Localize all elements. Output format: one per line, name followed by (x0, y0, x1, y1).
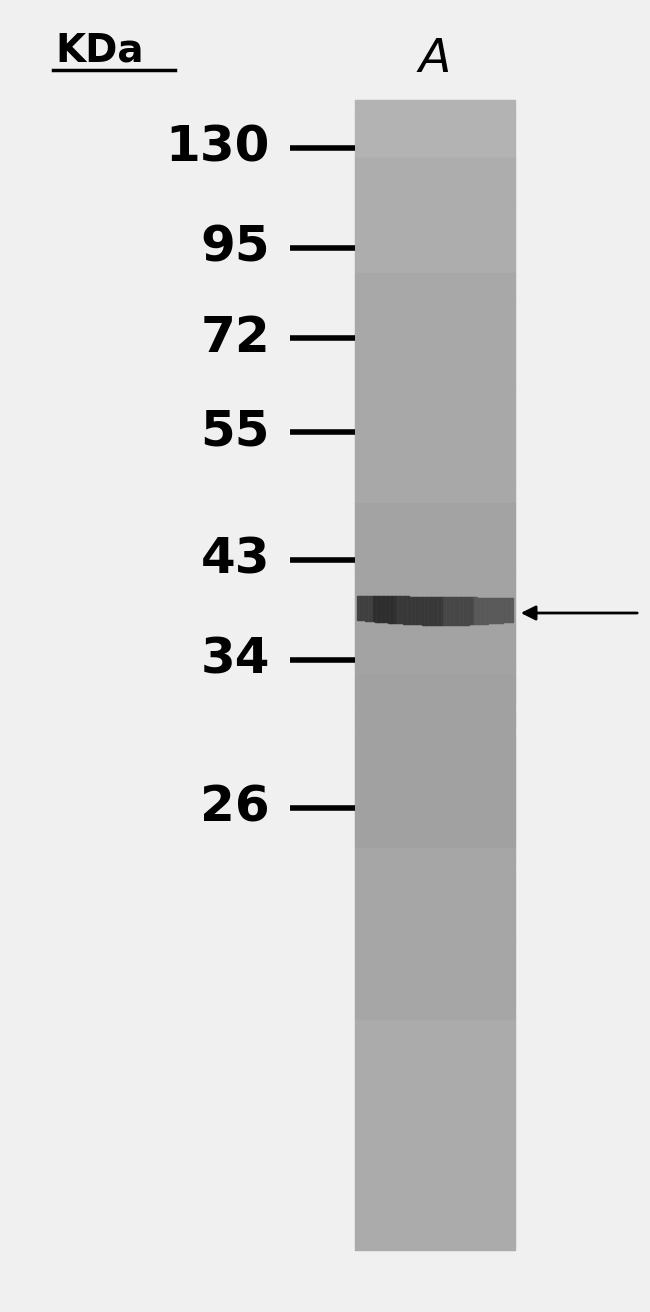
Text: 34: 34 (200, 636, 270, 684)
Text: 72: 72 (200, 314, 270, 362)
Text: 95: 95 (200, 224, 270, 272)
Text: 130: 130 (166, 125, 270, 172)
Text: 26: 26 (200, 785, 270, 832)
Text: 43: 43 (200, 537, 270, 584)
Text: A: A (419, 38, 451, 83)
Text: 55: 55 (200, 408, 270, 457)
Text: KDa: KDa (55, 31, 144, 70)
